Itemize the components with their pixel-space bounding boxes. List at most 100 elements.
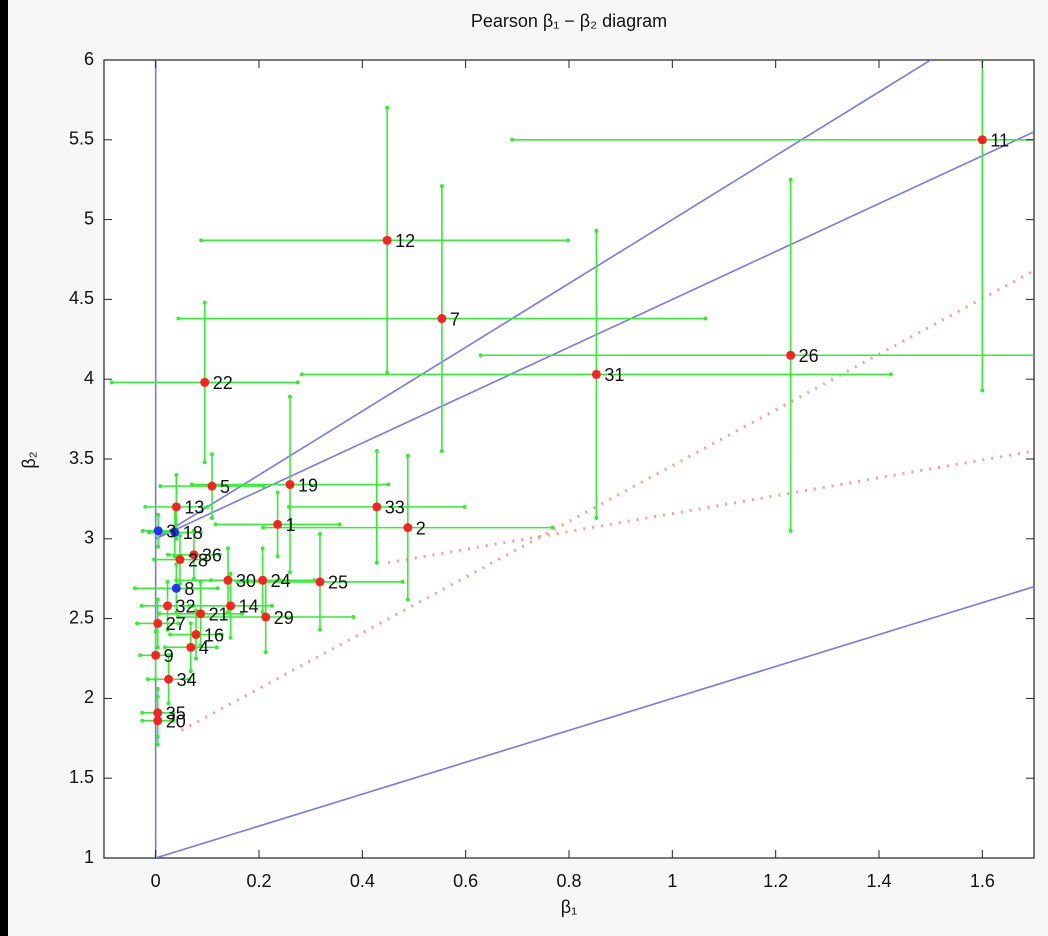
marker: [171, 502, 181, 512]
y-tick-label: 1.5: [69, 767, 94, 787]
marker: [196, 609, 206, 619]
point-label: 11: [990, 131, 1009, 151]
error-bar-cap: [239, 611, 244, 616]
x-tick-label: 0.4: [350, 871, 375, 891]
marker: [171, 583, 181, 593]
point-label: 12: [395, 231, 415, 251]
point-label: 25: [328, 573, 348, 593]
point-label: 36: [202, 546, 222, 566]
error-bar-cap: [405, 453, 410, 458]
point-label: 27: [166, 614, 186, 634]
marker: [223, 575, 233, 585]
marker: [403, 523, 413, 533]
point-label: 29: [274, 608, 294, 628]
error-bar-cap: [152, 557, 157, 562]
marker: [207, 481, 217, 491]
y-tick-label: 5.5: [69, 129, 94, 149]
error-bar-cap: [550, 525, 555, 530]
error-bar-cap: [594, 228, 599, 233]
y-tick-label: 3.5: [69, 448, 94, 468]
error-bar-cap: [174, 562, 179, 567]
error-bar-cap: [177, 581, 182, 586]
point-label: 13: [184, 498, 204, 518]
error-bar-cap: [209, 452, 214, 457]
y-tick-label: 3: [84, 528, 94, 548]
error-bar-cap: [139, 603, 144, 608]
x-tick-label: 0.6: [453, 871, 478, 891]
error-bar-cap: [217, 552, 222, 557]
error-bar-cap: [788, 528, 793, 533]
error-bar-cap: [155, 686, 160, 691]
point-label: 20: [166, 711, 186, 731]
error-bar-cap: [317, 627, 322, 632]
error-bar-cap: [510, 137, 515, 142]
plot-area: [103, 59, 1035, 859]
point-label: 22: [213, 373, 233, 393]
marker: [153, 526, 163, 536]
error-bar-cap: [193, 656, 198, 661]
error-bar-cap: [299, 372, 304, 377]
error-bar-cap: [166, 552, 171, 557]
error-bar-cap: [165, 579, 170, 584]
error-bar-cap: [188, 669, 193, 674]
marker: [164, 674, 174, 684]
error-bar-cap: [156, 544, 161, 549]
error-bar-cap: [235, 579, 240, 584]
marker: [977, 135, 987, 145]
reference-line: [155, 131, 1034, 540]
x-tick-label: 1: [667, 871, 677, 891]
error-bar-cap: [155, 694, 160, 699]
error-bar-cap: [153, 629, 158, 634]
error-bar-cap: [288, 570, 292, 575]
x-tick-label: 1.2: [763, 871, 788, 891]
marker: [189, 550, 199, 560]
y-tick-label: 2: [84, 687, 94, 707]
error-bar-cap: [171, 710, 176, 715]
point-label: 32: [176, 597, 196, 617]
error-bar-cap: [703, 316, 708, 321]
point-label: 33: [385, 498, 405, 518]
error-bar-cap: [138, 653, 143, 658]
marker: [591, 369, 601, 379]
error-bar-cap: [135, 621, 140, 626]
x-tick-label: 0: [151, 871, 161, 891]
error-bar-cap: [140, 710, 145, 715]
error-bar-cap: [594, 516, 599, 521]
marker: [372, 502, 382, 512]
error-bar-cap: [374, 560, 379, 565]
error-bar-cap: [198, 579, 203, 584]
point-label: 14: [239, 597, 259, 617]
error-bar-cap: [374, 449, 379, 454]
point-label: 2: [416, 518, 426, 538]
error-bar-cap: [351, 615, 356, 620]
point-label: 9: [164, 646, 174, 666]
error-bar-cap: [171, 718, 176, 723]
error-bar-cap: [275, 554, 280, 559]
error-bar-cap: [203, 557, 208, 562]
error-bar-cap: [133, 586, 137, 591]
marker: [151, 650, 161, 660]
x-tick-label: 0.2: [246, 871, 271, 891]
point-label: 31: [604, 365, 624, 385]
error-bar-cap: [386, 482, 391, 487]
error-bar-cap: [295, 380, 300, 385]
y-tick-label: 4: [84, 368, 94, 388]
error-bar-cap: [165, 627, 170, 632]
error-bar-cap: [162, 645, 167, 650]
error-bar-cap: [202, 460, 207, 465]
error-bar-cap: [155, 597, 160, 602]
y-tick-label: 5: [84, 208, 94, 228]
error-bar-cap: [263, 650, 268, 655]
y-axis-label: β₂: [19, 451, 39, 468]
error-bar-cap: [158, 484, 163, 489]
error-bar-cap: [478, 353, 483, 358]
error-bar-cap: [188, 621, 193, 626]
marker: [153, 708, 163, 718]
marker: [786, 350, 796, 360]
error-bar-cap: [176, 316, 181, 321]
error-bar-cap: [228, 635, 233, 640]
error-bar-cap: [176, 621, 181, 626]
marker: [226, 601, 236, 611]
point-label: 5: [220, 477, 230, 497]
